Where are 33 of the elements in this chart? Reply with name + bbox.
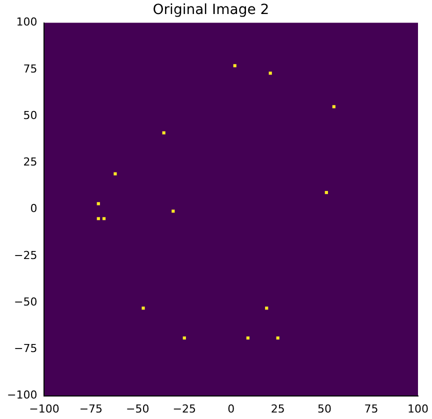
point: [324, 190, 328, 194]
x-tick-label: −50: [126, 402, 150, 416]
point: [332, 105, 336, 108]
point: [114, 172, 117, 176]
x-tick-label: 0: [228, 402, 235, 416]
point: [96, 217, 100, 220]
point: [172, 210, 175, 213]
point: [182, 336, 186, 340]
point: [102, 217, 106, 220]
x-tick-label: 100: [408, 402, 428, 416]
point: [246, 336, 250, 340]
point: [96, 202, 100, 206]
point: [233, 64, 236, 68]
chart-title: Original Image 2: [152, 2, 270, 18]
y-tick-label: 25: [23, 156, 38, 169]
y-tick-label: −25: [14, 248, 38, 262]
point: [265, 306, 268, 310]
point: [268, 72, 272, 75]
x-tick-label: −25: [172, 402, 196, 416]
y-tick-label: 100: [16, 16, 38, 29]
y-tick-label: −50: [14, 295, 38, 308]
point: [276, 336, 280, 340]
y-tick-label: 50: [23, 108, 38, 122]
y-tick-label: −100: [6, 388, 38, 402]
y-tick-label: 0: [30, 202, 38, 216]
x-tick-label: 75: [364, 402, 378, 416]
y-tick-label: 75: [23, 62, 38, 76]
x-tick-label: −75: [79, 402, 103, 416]
point: [162, 131, 166, 134]
point: [142, 306, 145, 310]
y-tick-label: −75: [14, 342, 38, 356]
x-tick-label: 50: [318, 402, 332, 416]
x-tick-label: 25: [270, 402, 285, 416]
